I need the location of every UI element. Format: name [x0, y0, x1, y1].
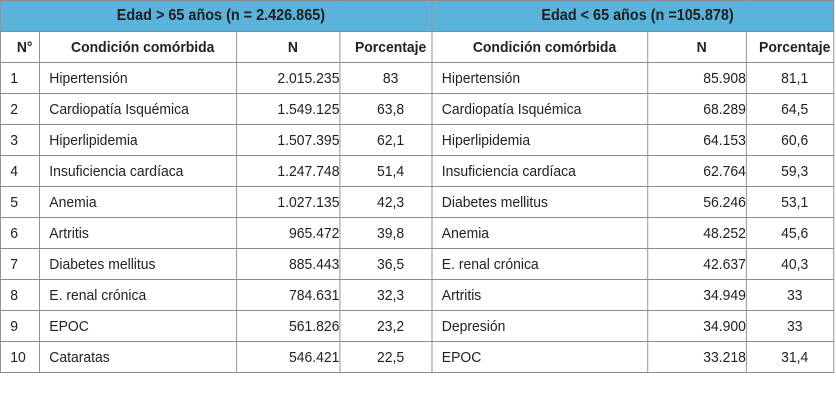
cell-n-under-65: 56.246: [647, 186, 747, 218]
cell-condition-under-65: Anemia: [431, 217, 649, 249]
cell-condition-under-65: Cardiopatía Isquémica: [431, 93, 649, 125]
cell-row-number: 9: [0, 310, 40, 342]
cell-n-over-65: 546.421: [236, 341, 341, 373]
cell-condition-under-65: EPOC: [431, 341, 649, 373]
cell-condition-under-65: Artritis: [431, 279, 649, 311]
cell-condition-over-65: Cataratas: [39, 341, 238, 373]
table-row: 9 EPOC 561.826 23,2 Depresión 34.900 33: [0, 310, 835, 342]
cell-percent-over-65: 63,8: [339, 93, 433, 125]
cell-n-under-65: 34.900: [647, 310, 747, 342]
cell-condition-over-65: Anemia: [39, 186, 238, 218]
cell-percent-over-65: 36,5: [339, 248, 433, 280]
cell-row-number: 8: [0, 279, 40, 311]
table-row: 7 Diabetes mellitus 885.443 36,5 E. renal cr…: [0, 248, 835, 280]
cell-row-number: 10: [0, 341, 40, 373]
cell-n-over-65: 885.443: [236, 248, 341, 280]
cell-condition-under-65: Insuficiencia cardíaca: [431, 155, 649, 187]
cell-condition-over-65: Insuficiencia cardíaca: [39, 155, 238, 187]
cell-percent-over-65: 42,3: [339, 186, 433, 218]
cell-row-number: 4: [0, 155, 40, 187]
table-row: 4 Insuficiencia cardíaca 1.247.748 51,4 Insu…: [0, 155, 835, 187]
table-row: 6 Artritis 965.472 39,8 Anemia 48.252 45,6: [0, 217, 835, 249]
cell-percent-under-65: 33: [745, 310, 835, 342]
cell-row-number: 6: [0, 217, 40, 249]
cell-percent-under-65: 64,5: [745, 93, 835, 125]
group-header-row: Edad > 65 años (n = 2.426.865) Edad < 65…: [0, 0, 835, 32]
cell-percent-over-65: 23,2: [339, 310, 433, 342]
cell-percent-over-65: 39,8: [339, 217, 433, 249]
cell-condition-under-65: Depresión: [431, 310, 649, 342]
cell-condition-over-65: Diabetes mellitus: [39, 248, 238, 280]
cell-n-under-65: 48.252: [647, 217, 747, 249]
cell-percent-over-65: 51,4: [339, 155, 433, 187]
cell-n-over-65: 1.549.125: [236, 93, 341, 125]
table-row: 3 Hiperlipidemia 1.507.395 62,1 Hiperlipidem…: [0, 124, 835, 156]
cell-condition-under-65: E. renal crónica: [431, 248, 649, 280]
cell-n-under-65: 64.153: [647, 124, 747, 156]
cell-percent-under-65: 53,1: [745, 186, 835, 218]
cell-percent-under-65: 45,6: [745, 217, 835, 249]
cell-percent-under-65: 81,1: [745, 62, 835, 94]
column-header-percent-under-65: Porcentaje: [745, 31, 835, 63]
table-row: 5 Anemia 1.027.135 42,3 Diabetes mellitus 56.…: [0, 186, 835, 218]
column-header-condition-over-65: Condición comórbida: [39, 31, 238, 63]
cell-condition-over-65: Artritis: [39, 217, 238, 249]
cell-n-under-65: 42.637: [647, 248, 747, 280]
column-header-n-under-65: N: [647, 31, 747, 63]
cell-row-number: 1: [0, 62, 40, 94]
table-row: 2 Cardiopatía Isquémica 1.549.125 63,8 Cardi…: [0, 93, 835, 125]
column-header-number: N°: [0, 31, 40, 63]
cell-percent-over-65: 62,1: [339, 124, 433, 156]
cell-n-over-65: 1.247.748: [236, 155, 341, 187]
cell-n-over-65: 965.472: [236, 217, 341, 249]
cell-n-under-65: 34.949: [647, 279, 747, 311]
cell-condition-under-65: Hiperlipidemia: [431, 124, 649, 156]
cell-percent-over-65: 83: [339, 62, 433, 94]
table-body: 1 Hipertensión 2.015.235 83 Hipertensión 85.9…: [0, 62, 835, 373]
cell-condition-over-65: Hiperlipidemia: [39, 124, 238, 156]
cell-percent-over-65: 22,5: [339, 341, 433, 373]
column-header-n-over-65: N: [236, 31, 341, 63]
cell-n-over-65: 1.027.135: [236, 186, 341, 218]
group-header-over-65: Edad > 65 años (n = 2.426.865): [0, 0, 433, 32]
cell-n-under-65: 68.289: [647, 93, 747, 125]
comorbidity-table: Edad > 65 años (n = 2.426.865) Edad < 65…: [0, 0, 835, 373]
cell-percent-under-65: 33: [745, 279, 835, 311]
cell-percent-under-65: 59,3: [745, 155, 835, 187]
cell-condition-under-65: Diabetes mellitus: [431, 186, 649, 218]
cell-row-number: 2: [0, 93, 40, 125]
cell-percent-under-65: 31,4: [745, 341, 835, 373]
cell-row-number: 5: [0, 186, 40, 218]
cell-percent-under-65: 40,3: [745, 248, 835, 280]
cell-n-under-65: 33.218: [647, 341, 747, 373]
cell-n-over-65: 784.631: [236, 279, 341, 311]
cell-n-over-65: 561.826: [236, 310, 341, 342]
column-header-percent-over-65: Porcentaje: [339, 31, 433, 63]
group-header-under-65: Edad < 65 años (n =105.878): [431, 0, 835, 32]
cell-percent-under-65: 60,6: [745, 124, 835, 156]
cell-condition-over-65: EPOC: [39, 310, 238, 342]
table-row: 8 E. renal crónica 784.631 32,3 Artritis 34.9…: [0, 279, 835, 311]
cell-n-over-65: 1.507.395: [236, 124, 341, 156]
cell-n-under-65: 62.764: [647, 155, 747, 187]
table-row: 1 Hipertensión 2.015.235 83 Hipertensión 85.9…: [0, 62, 835, 94]
cell-row-number: 3: [0, 124, 40, 156]
cell-condition-under-65: Hipertensión: [431, 62, 649, 94]
table-row: 10 Cataratas 546.421 22,5 EPOC 33.218 31,4: [0, 341, 835, 373]
column-header-condition-under-65: Condición comórbida: [431, 31, 649, 63]
cell-condition-over-65: E. renal crónica: [39, 279, 238, 311]
cell-row-number: 7: [0, 248, 40, 280]
cell-percent-over-65: 32,3: [339, 279, 433, 311]
cell-condition-over-65: Hipertensión: [39, 62, 238, 94]
cell-n-over-65: 2.015.235: [236, 62, 341, 94]
cell-condition-over-65: Cardiopatía Isquémica: [39, 93, 238, 125]
cell-n-under-65: 85.908: [647, 62, 747, 94]
column-header-row: N° Condición comórbida N Porcentaje Cond…: [0, 31, 835, 63]
